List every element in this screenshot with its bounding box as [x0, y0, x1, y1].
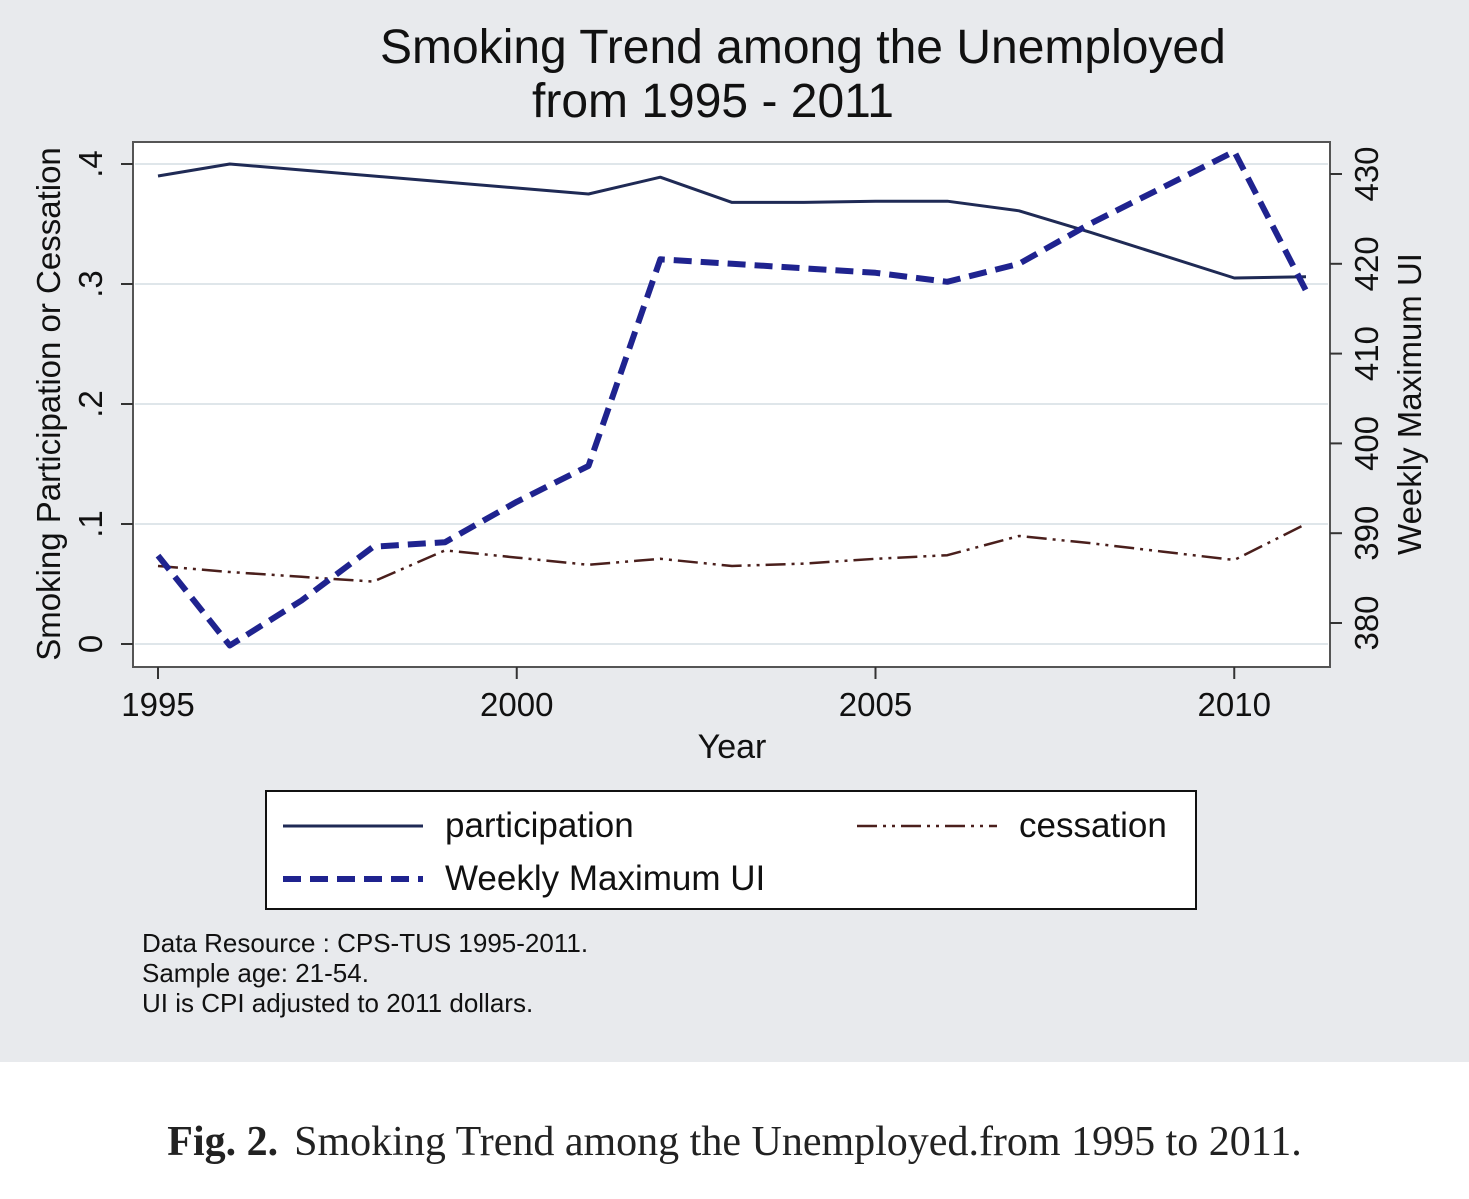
- legend-label-participation: participation: [445, 806, 634, 845]
- figure-caption: Fig. 2. Smoking Trend among the Unemploye…: [0, 1118, 1469, 1166]
- y-left-tick-label-1: .1: [72, 510, 109, 538]
- note-data-resource: Data Resource : CPS-TUS 1995-2011.: [142, 928, 589, 958]
- x-tick-label-1: 2000: [480, 686, 553, 723]
- y-right-tick-label-3: 410: [1348, 326, 1385, 381]
- note-ui-cpi: UI is CPI adjusted to 2011 dollars.: [142, 988, 534, 1018]
- y-right-tick-label-5: 430: [1348, 146, 1385, 201]
- y-left-tick-label-4: .4: [72, 150, 109, 178]
- x-tick-label-2: 2005: [839, 686, 912, 723]
- series-layer: [155, 148, 1309, 649]
- caption-text: Smoking Trend among the Unemployed.from …: [294, 1119, 1302, 1165]
- y-right-tick-label-2: 400: [1348, 416, 1385, 471]
- axis-layer: 0 .1 .2 .3 .4 380 390 400 410 420 430 1995 2000 2005 2…: [72, 146, 1385, 723]
- chart-title-line2: from 1995 - 2011: [532, 75, 894, 128]
- y-right-tick-label-0: 380: [1348, 595, 1385, 650]
- y-left-tick-label-3: .3: [72, 270, 109, 298]
- series-participation: [157, 162, 1307, 280]
- series-weekly-maximum-ui: [155, 148, 1309, 649]
- x-axis-label: Year: [698, 728, 767, 766]
- data-notes: Data Resource : CPS-TUS 1995-2011. Sampl…: [142, 928, 588, 1018]
- x-tick-label-0: 1995: [121, 686, 194, 723]
- chart-svg: 0 .1 .2 .3 .4 380 390 400 410 420 430 1995 2000 2005 2…: [30, 141, 1428, 766]
- y-left-tick-label-0: 0: [72, 635, 109, 653]
- caption-label: Fig. 2.: [167, 1119, 279, 1165]
- grid-layer: [135, 163, 1328, 645]
- legend-label-ui: Weekly Maximum UI: [445, 859, 766, 898]
- legend-swatches: [283, 824, 997, 882]
- y-axis-right-label: Weekly Maximum UI: [1391, 253, 1428, 555]
- y-axis-left-label: Smoking Participation or Cessation: [30, 147, 67, 661]
- y-right-tick-label-4: 420: [1348, 236, 1385, 291]
- legend: participation Weekly Maximum UI cessatio…: [265, 790, 1197, 910]
- y-right-tick-label-1: 390: [1348, 506, 1385, 561]
- legend-label-cessation: cessation: [1019, 806, 1167, 845]
- x-tick-label-3: 2010: [1198, 686, 1271, 723]
- chart-title-line1: Smoking Trend among the Unemployed: [380, 21, 1226, 74]
- y-left-tick-label-2: .2: [72, 390, 109, 418]
- series-cessation: [157, 522, 1307, 583]
- note-sample-age: Sample age: 21-54.: [142, 958, 369, 988]
